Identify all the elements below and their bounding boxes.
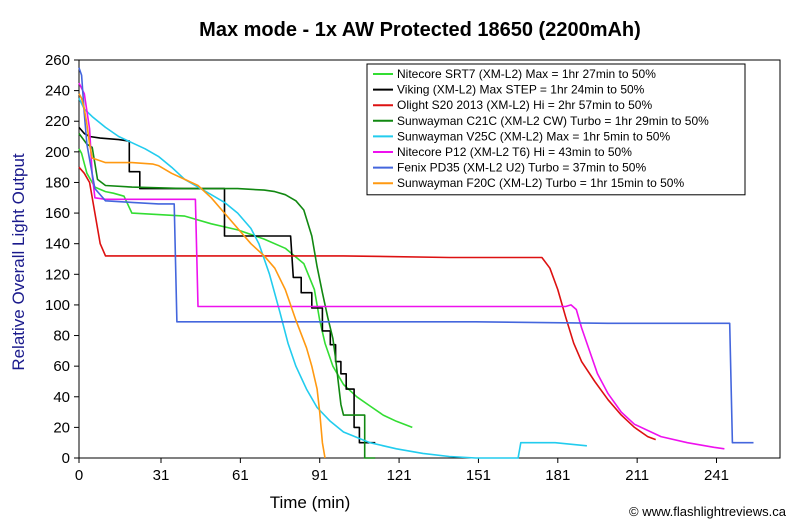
legend-label: Olight S20 2013 (XM-L2) Hi = 2hr 57min t… <box>397 98 652 112</box>
credit-text: © www.flashlightreviews.ca <box>629 504 787 519</box>
y-tick-label: 200 <box>45 144 70 161</box>
legend-label: Nitecore P12 (XM-L2 T6) Hi = 43min to 50… <box>397 145 632 159</box>
y-tick-label: 260 <box>45 52 70 69</box>
plot-area: 0 20 40 60 80 100 120 140 160 180 200 220 240 260 0 31 6… <box>45 52 781 484</box>
y-tick-label: 20 <box>53 419 70 436</box>
y-tick-label: 160 <box>45 205 70 222</box>
y-tick-label: 60 <box>53 358 70 375</box>
series-line <box>78 148 413 429</box>
x-tick-label: 211 <box>625 467 649 484</box>
y-tick-label: 80 <box>53 328 70 345</box>
series-line <box>78 82 725 450</box>
series-line <box>78 97 587 459</box>
series-line <box>78 166 656 441</box>
legend-label: Viking (XM-L2) Max STEP = 1hr 24min to 5… <box>397 83 645 97</box>
y-tick-label: 100 <box>45 297 70 314</box>
series-line <box>78 67 754 444</box>
y-tick-label: 40 <box>53 389 70 406</box>
legend-label: Sunwayman C21C (XM-L2 CW) Turbo = 1hr 29… <box>397 114 709 128</box>
legend-label: Sunwayman V25C (XM-L2) Max = 1hr 5min to… <box>397 129 670 143</box>
chart-title: Max mode - 1x AW Protected 18650 (2200mA… <box>199 19 641 41</box>
x-axis-label: Time (min) <box>270 493 351 512</box>
x-tick-label: 181 <box>545 467 570 484</box>
legend-box <box>366 63 746 196</box>
y-tick-label: 140 <box>45 236 70 253</box>
y-tick-label: 240 <box>45 83 70 100</box>
x-tick-label: 91 <box>311 467 328 484</box>
legend-label: Fenix PD35 (XM-L2 U2) Turbo = 37min to 5… <box>397 161 646 175</box>
legend-label: Sunwayman F20C (XM-L2) Turbo = 1hr 15min… <box>397 176 684 190</box>
y-tick-label: 0 <box>62 450 70 467</box>
x-tick-label: 61 <box>232 467 249 484</box>
y-tick-label: 180 <box>45 174 70 191</box>
x-tick-label: 151 <box>466 467 491 484</box>
series-line <box>78 126 376 444</box>
y-tick-label: 120 <box>45 266 70 283</box>
y-axis-label: Relative Overall Light Output <box>9 153 28 371</box>
x-tick-label: 241 <box>704 467 729 484</box>
legend-label: Nitecore SRT7 (XM-L2) Max = 1hr 27min to… <box>397 67 656 81</box>
x-tick-label: 0 <box>75 467 83 484</box>
x-tick-label: 121 <box>387 467 412 484</box>
series-line <box>78 93 326 459</box>
x-tick-label: 31 <box>153 467 170 484</box>
series-line <box>78 133 376 459</box>
y-tick-label: 220 <box>45 113 70 130</box>
